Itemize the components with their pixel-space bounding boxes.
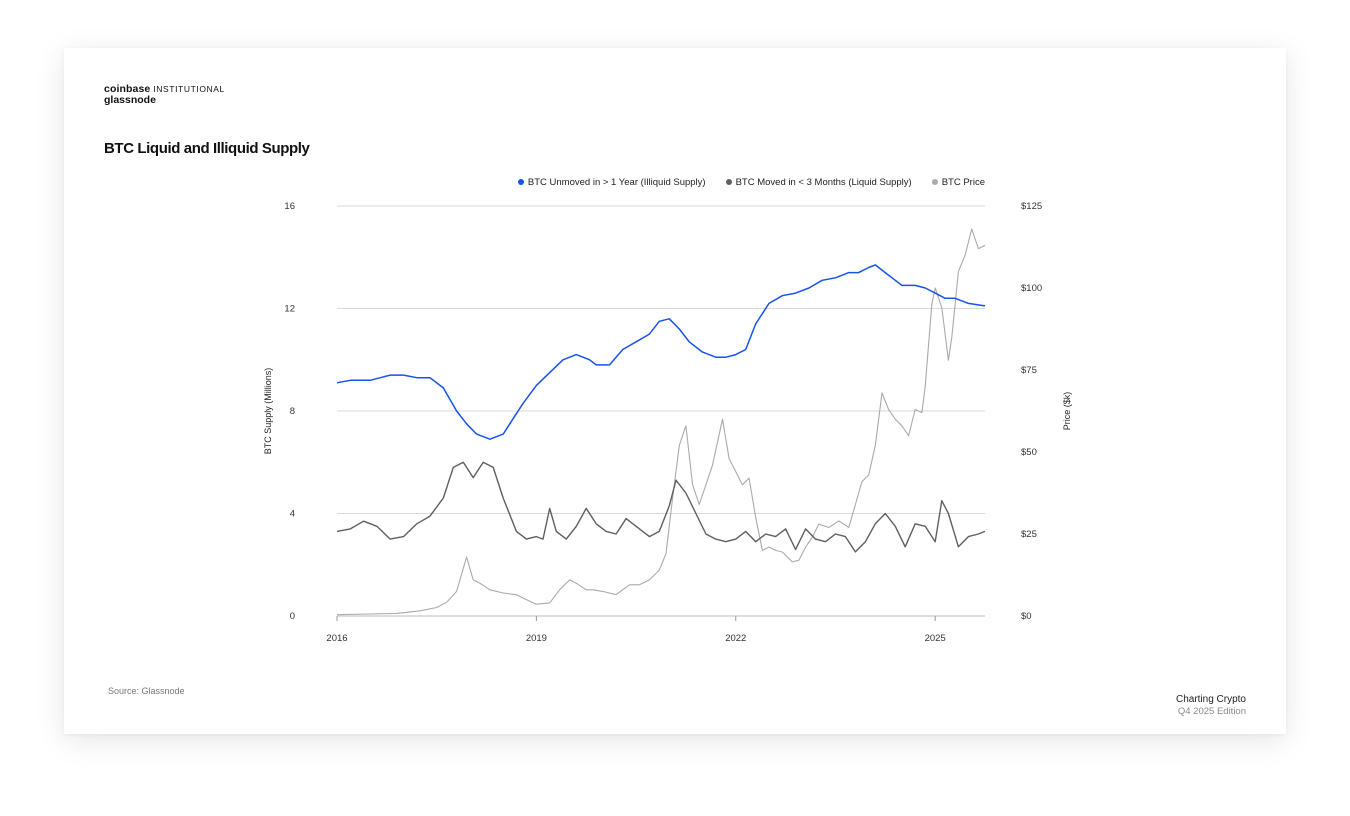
y2-tick-label: $100 — [1021, 283, 1042, 294]
legend-item: BTC Price — [931, 176, 985, 188]
legend-swatch — [931, 179, 938, 185]
legend-item: BTC Unmoved in > 1 Year (Illiquid Supply… — [517, 176, 706, 188]
brand-logo: coinbase INSTITUTIONAL glassnode — [104, 84, 225, 106]
brand-partner: glassnode — [104, 94, 156, 106]
y-tick-label: 12 — [284, 304, 295, 315]
y2-axis-title: Price ($k) — [1062, 392, 1072, 431]
legend-label: BTC Moved in < 3 Months (Liquid Supply) — [735, 176, 912, 188]
y2-tick-label: $50 — [1021, 447, 1037, 458]
btc-price-line — [336, 228, 986, 616]
y2-tick-label: $0 — [1021, 611, 1032, 622]
legend-item: BTC Moved in < 3 Months (Liquid Supply) — [725, 176, 912, 188]
legend-label: BTC Price — [941, 176, 985, 188]
footer-edition: Q4 2025 Edition — [1177, 706, 1246, 717]
chart-plot: 0 4 8 12 16 $0 $25 $50 $75 $100 $125 2016 2019 2022 20… — [263, 201, 1072, 644]
legend-swatch — [517, 179, 524, 185]
y2-tick-label: $125 — [1021, 201, 1042, 212]
chart-card: coinbase INSTITUTIONAL glassnode BTC Liqu… — [64, 48, 1286, 734]
brand-name: coinbase — [104, 83, 151, 95]
y-tick-label: 8 — [290, 406, 295, 417]
y-tick-label: 4 — [290, 509, 295, 520]
y-tick-label: 16 — [284, 201, 295, 212]
liquid-supply-line — [336, 461, 986, 553]
x-tick-label: 2019 — [526, 633, 547, 644]
chart-legend: BTC Unmoved in > 1 Year (Illiquid Supply… — [64, 175, 985, 189]
legend-swatch — [725, 179, 732, 185]
y-axis-title: BTC Supply (Millions) — [263, 368, 273, 455]
x-tick-label: 2025 — [925, 633, 946, 644]
x-tick-label: 2022 — [725, 633, 746, 644]
y2-tick-label: $25 — [1021, 529, 1037, 540]
illiquid-supply-line — [336, 264, 986, 440]
footer-publication: Charting Crypto — [1175, 694, 1246, 705]
x-tick-label: 2016 — [326, 633, 347, 644]
legend-label: BTC Unmoved in > 1 Year (Illiquid Supply… — [527, 176, 706, 188]
y-tick-label: 0 — [290, 611, 295, 622]
chart-title: BTC Liquid and Illiquid Supply — [104, 140, 310, 157]
brand-division: INSTITUTIONAL — [153, 84, 225, 94]
source-note: Source: Glassnode — [108, 686, 185, 696]
y2-tick-label: $75 — [1021, 365, 1037, 376]
footer: Charting Crypto Q4 2025 Edition — [1176, 694, 1246, 718]
